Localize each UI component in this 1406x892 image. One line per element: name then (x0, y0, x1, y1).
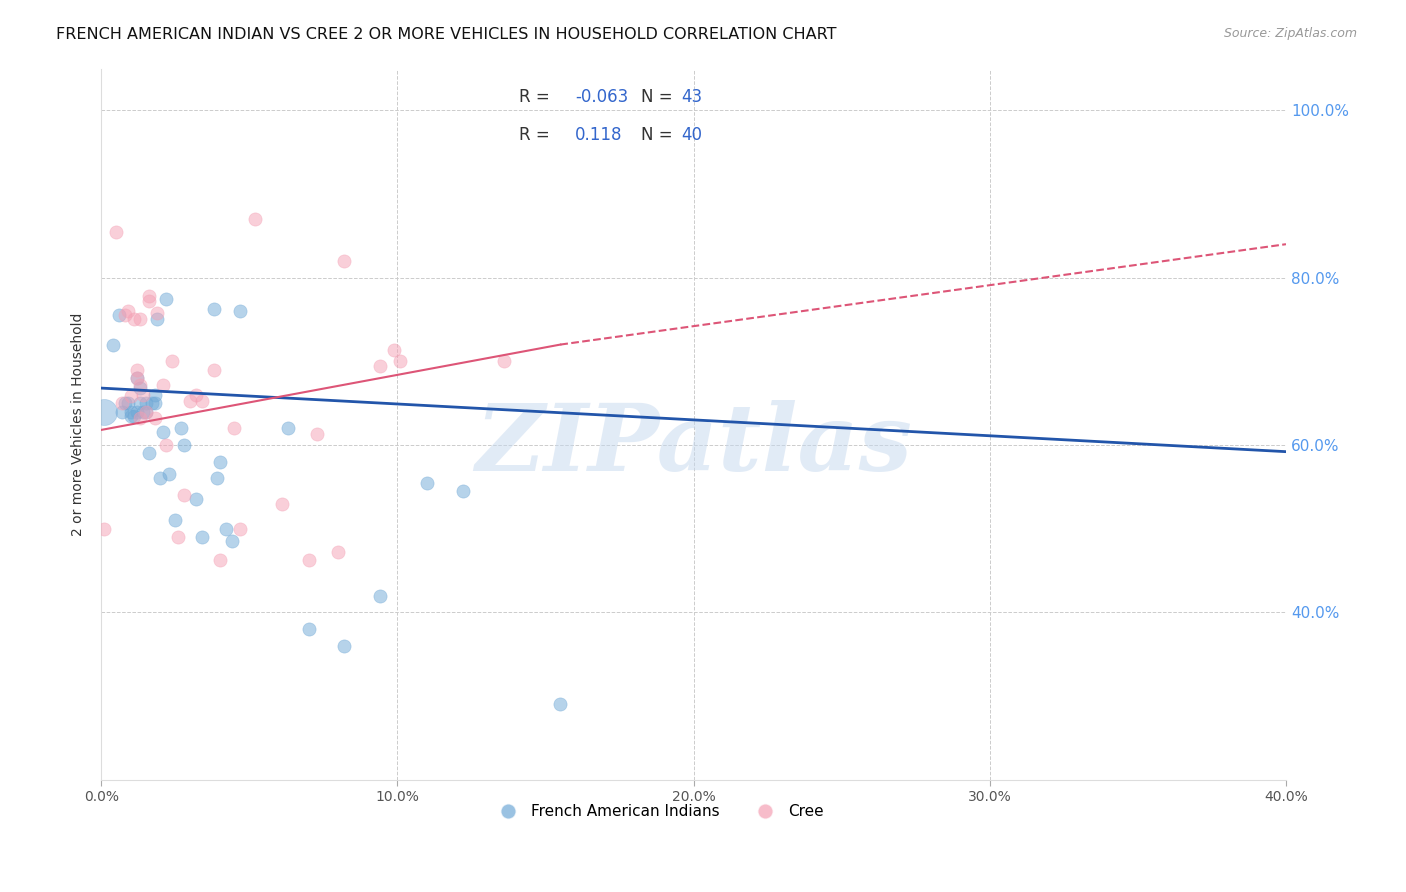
Point (333, 639, 356, 653)
Point (105, 225, 128, 239)
Point (93, 404, 115, 418)
Point (167, 530, 190, 544)
Point (328, 545, 350, 559)
Point (170, 421, 193, 435)
Point (152, 425, 174, 440)
Point (229, 304, 252, 318)
Point (138, 446, 160, 460)
Point (224, 421, 246, 435)
Point (146, 306, 169, 320)
Point (125, 404, 148, 418)
Point (208, 553, 231, 567)
Point (202, 302, 225, 317)
Point (111, 404, 134, 418)
Point (120, 389, 142, 403)
Point (205, 471, 228, 485)
Point (128, 312, 150, 326)
Point (128, 377, 150, 392)
Point (122, 409, 145, 423)
Point (184, 492, 207, 507)
Text: ZIPatlas: ZIPatlas (475, 401, 912, 491)
Point (135, 404, 157, 418)
Point (131, 404, 153, 418)
Point (120, 404, 142, 418)
Text: FRENCH AMERICAN INDIAN VS CREE 2 OR MORE VEHICLES IN HOUSEHOLD CORRELATION CHART: FRENCH AMERICAN INDIAN VS CREE 2 OR MORE… (56, 27, 837, 42)
Text: N =: N = (641, 127, 673, 145)
Point (143, 411, 166, 425)
Point (184, 388, 207, 402)
Point (108, 308, 131, 322)
Point (173, 488, 195, 502)
Point (117, 396, 139, 410)
Point (93, 522, 115, 536)
Point (214, 522, 236, 536)
Text: N =: N = (641, 88, 673, 106)
Point (270, 497, 292, 511)
Point (162, 354, 184, 368)
Point (389, 354, 412, 368)
Point (138, 294, 160, 309)
Point (143, 388, 166, 402)
Point (202, 362, 225, 376)
Point (125, 371, 148, 385)
Point (550, 698, 572, 712)
Point (451, 483, 474, 498)
Text: -0.063: -0.063 (575, 88, 628, 106)
Point (135, 404, 157, 418)
Point (152, 377, 174, 392)
Point (157, 467, 180, 482)
Point (191, 530, 214, 544)
Legend: French American Indians, Cree: French American Indians, Cree (486, 798, 830, 825)
Point (155, 292, 177, 306)
Point (141, 396, 163, 410)
Point (165, 513, 187, 527)
Point (492, 354, 515, 368)
Text: 0.118: 0.118 (575, 127, 623, 145)
Text: 43: 43 (682, 88, 703, 106)
Point (368, 359, 391, 373)
Point (101, 337, 124, 351)
Point (245, 212, 267, 227)
Point (111, 396, 134, 410)
Point (114, 308, 136, 322)
Point (307, 427, 329, 442)
Point (128, 381, 150, 395)
Point (229, 522, 252, 536)
Point (416, 475, 439, 490)
Point (221, 534, 243, 549)
Point (125, 371, 148, 385)
Point (179, 394, 201, 409)
Y-axis label: 2 or more Vehicles in Household: 2 or more Vehicles in Household (72, 312, 86, 536)
Text: Source: ZipAtlas.com: Source: ZipAtlas.com (1223, 27, 1357, 40)
Point (125, 362, 148, 376)
Point (128, 411, 150, 425)
Point (297, 553, 319, 567)
Text: 40: 40 (682, 127, 703, 145)
Point (368, 589, 391, 603)
Point (384, 343, 406, 358)
Point (117, 304, 139, 318)
Point (155, 438, 177, 452)
Point (333, 254, 356, 268)
Point (114, 396, 136, 410)
Point (149, 471, 172, 485)
Point (191, 394, 214, 409)
Point (173, 438, 195, 452)
Point (120, 409, 142, 423)
Point (138, 289, 160, 303)
Point (208, 455, 231, 469)
Point (277, 421, 299, 435)
Point (131, 388, 153, 402)
Text: R =: R = (519, 88, 550, 106)
Point (146, 312, 169, 326)
Point (143, 396, 166, 410)
Point (128, 396, 150, 410)
Text: R =: R = (519, 127, 550, 145)
Point (297, 622, 319, 636)
Point (122, 312, 145, 326)
Point (135, 396, 157, 410)
